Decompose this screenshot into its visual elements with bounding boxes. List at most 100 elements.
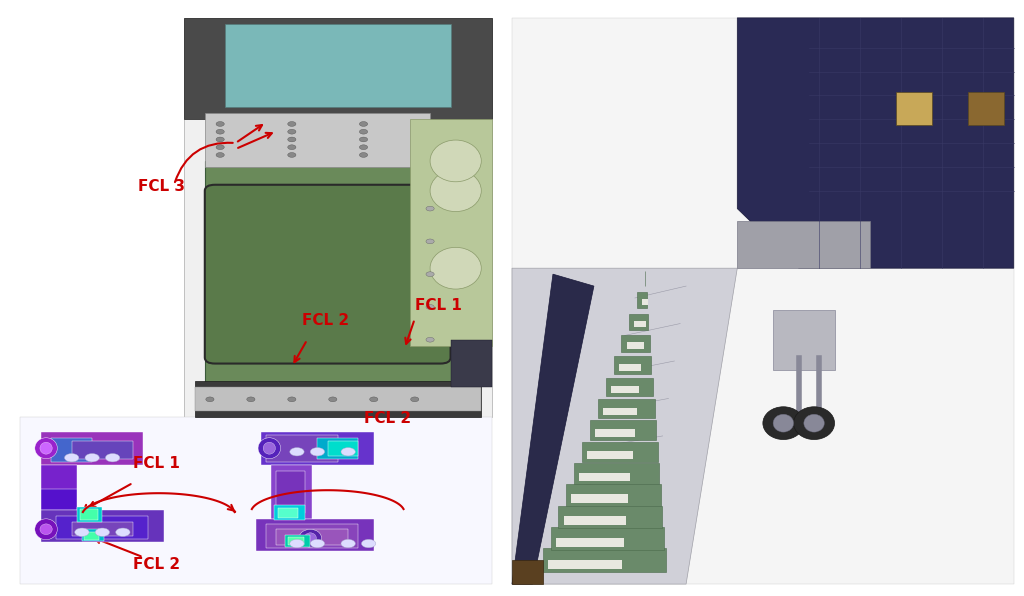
- Circle shape: [216, 145, 224, 150]
- Circle shape: [426, 206, 434, 211]
- Bar: [274, 505, 305, 520]
- Circle shape: [310, 448, 325, 456]
- Polygon shape: [512, 18, 1014, 584]
- Ellipse shape: [794, 407, 835, 440]
- Bar: [558, 505, 663, 528]
- Circle shape: [216, 153, 224, 157]
- Bar: [84, 532, 99, 540]
- Circle shape: [290, 539, 304, 548]
- Circle shape: [206, 397, 214, 402]
- Circle shape: [288, 137, 296, 142]
- Bar: [317, 438, 358, 459]
- Bar: [595, 429, 635, 437]
- Bar: [611, 386, 639, 393]
- Bar: [574, 463, 659, 484]
- Circle shape: [359, 122, 368, 126]
- Ellipse shape: [299, 529, 322, 547]
- Bar: [195, 381, 481, 417]
- Polygon shape: [512, 268, 737, 584]
- Bar: [598, 399, 654, 418]
- Bar: [285, 535, 310, 547]
- Bar: [968, 92, 1004, 125]
- Bar: [571, 495, 628, 503]
- Bar: [563, 516, 626, 525]
- Ellipse shape: [430, 170, 481, 212]
- Circle shape: [216, 122, 224, 126]
- Bar: [41, 489, 77, 510]
- Polygon shape: [184, 18, 492, 417]
- Circle shape: [426, 337, 434, 342]
- Ellipse shape: [430, 140, 481, 182]
- Bar: [276, 529, 348, 545]
- Circle shape: [359, 145, 368, 150]
- Circle shape: [341, 539, 355, 548]
- Bar: [613, 356, 651, 374]
- Circle shape: [288, 145, 296, 150]
- Ellipse shape: [763, 407, 804, 440]
- Circle shape: [370, 397, 378, 402]
- Bar: [261, 432, 374, 465]
- Circle shape: [341, 448, 355, 456]
- Bar: [603, 408, 637, 415]
- Bar: [590, 420, 656, 440]
- Circle shape: [216, 129, 224, 134]
- Ellipse shape: [773, 414, 794, 432]
- Ellipse shape: [430, 247, 481, 289]
- Circle shape: [288, 129, 296, 134]
- Bar: [622, 335, 650, 352]
- Circle shape: [359, 153, 368, 157]
- Circle shape: [116, 528, 130, 536]
- Bar: [582, 442, 657, 462]
- Bar: [566, 485, 660, 506]
- Circle shape: [75, 528, 89, 536]
- Bar: [288, 537, 304, 545]
- Bar: [551, 527, 664, 550]
- Circle shape: [247, 397, 255, 402]
- Bar: [41, 465, 77, 510]
- Bar: [82, 529, 104, 541]
- Bar: [51, 438, 92, 462]
- Circle shape: [426, 272, 434, 277]
- Bar: [41, 510, 164, 542]
- Bar: [77, 507, 102, 522]
- Circle shape: [288, 397, 296, 402]
- Bar: [256, 519, 374, 551]
- Bar: [451, 340, 492, 387]
- Circle shape: [359, 137, 368, 142]
- Bar: [278, 508, 298, 518]
- Bar: [195, 387, 481, 411]
- Bar: [271, 465, 312, 519]
- Bar: [630, 314, 648, 330]
- Bar: [72, 522, 133, 536]
- Polygon shape: [512, 560, 543, 584]
- Ellipse shape: [804, 414, 824, 432]
- Circle shape: [216, 137, 224, 142]
- Bar: [580, 473, 631, 481]
- Bar: [205, 113, 430, 167]
- Polygon shape: [737, 18, 1014, 268]
- Bar: [642, 299, 648, 305]
- Bar: [627, 342, 644, 349]
- Bar: [556, 538, 624, 547]
- Bar: [773, 310, 835, 370]
- Bar: [637, 293, 647, 308]
- Bar: [543, 548, 666, 572]
- Bar: [184, 18, 492, 119]
- Ellipse shape: [40, 524, 52, 535]
- Polygon shape: [20, 417, 492, 584]
- Circle shape: [310, 539, 325, 548]
- Bar: [56, 516, 148, 539]
- Bar: [266, 435, 338, 462]
- FancyBboxPatch shape: [205, 185, 451, 364]
- Bar: [606, 378, 653, 396]
- Circle shape: [426, 305, 434, 309]
- Circle shape: [85, 454, 99, 462]
- Circle shape: [329, 397, 337, 402]
- Polygon shape: [225, 24, 451, 107]
- Text: FCL 3: FCL 3: [138, 179, 185, 194]
- Bar: [328, 441, 358, 456]
- Polygon shape: [512, 274, 594, 584]
- Bar: [896, 92, 932, 125]
- Bar: [205, 161, 461, 387]
- Bar: [72, 441, 133, 459]
